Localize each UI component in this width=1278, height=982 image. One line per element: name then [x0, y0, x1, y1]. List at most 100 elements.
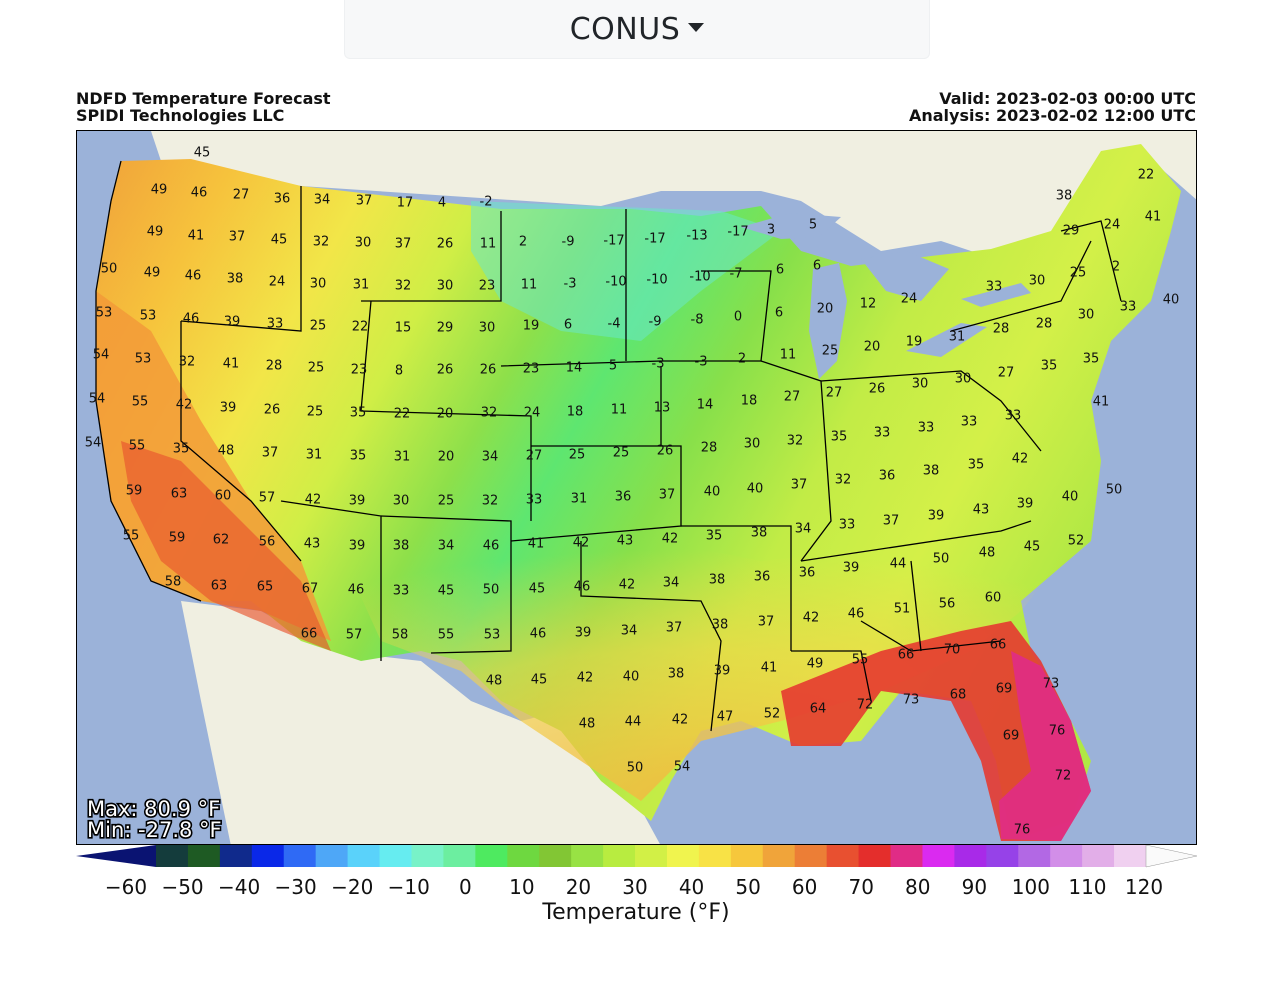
temperature-value-label: -3: [652, 357, 665, 372]
temperature-value-label: 73: [903, 693, 920, 708]
temperature-value-label: 59: [169, 531, 186, 546]
colorbar-cell: [890, 845, 923, 867]
temperature-value-label: 11: [611, 403, 628, 418]
temperature-value-label: 36: [754, 570, 771, 585]
temperature-value-label: 22: [1138, 168, 1155, 183]
temperature-value-label: 42: [176, 398, 193, 413]
colorbar-cell: [283, 845, 317, 867]
temperature-value-label: 59: [126, 484, 143, 499]
mexico-land: [181, 601, 660, 844]
colorbar-tick-label: −30: [274, 875, 317, 899]
temperature-value-label: 34: [438, 539, 455, 554]
temperature-value-label: 42: [573, 536, 590, 551]
temperature-value-label: 32: [481, 406, 498, 421]
temperature-value-label: 37: [758, 615, 775, 630]
temperature-value-label: 56: [939, 597, 956, 612]
temperature-value-label: 42: [305, 493, 322, 508]
temperature-value-label: 41: [223, 357, 240, 372]
temperature-value-label: 35: [706, 529, 723, 544]
temperature-value-label: -3: [564, 277, 577, 292]
temperature-value-label: 38: [227, 272, 244, 287]
temperature-value-label: 45: [529, 582, 546, 597]
temperature-value-label: 24: [901, 292, 918, 307]
temperature-value-label: 26: [264, 403, 281, 418]
temperature-value-label: 30: [393, 494, 410, 509]
state-borders: [95, 160, 1122, 732]
temperature-value-label: 49: [147, 225, 164, 240]
temperature-value-label: 42: [672, 713, 689, 728]
temperature-value-label: 18: [741, 394, 758, 409]
temperature-value-label: 54: [674, 760, 691, 775]
temperature-value-label: 33: [839, 518, 856, 533]
temperature-value-label: 44: [625, 715, 642, 730]
temperature-value-label: 45: [1024, 540, 1041, 555]
colorbar-cell: [1082, 845, 1115, 867]
temperature-value-label: 50: [933, 552, 950, 567]
temperature-value-label: 68: [950, 688, 967, 703]
temperature-value-label: 35: [968, 458, 985, 473]
temperature-value-label: 57: [259, 491, 276, 506]
temperature-value-label: 22: [394, 407, 411, 422]
temperature-value-label: 69: [1003, 729, 1020, 744]
temperature-value-label: 42: [619, 578, 636, 593]
temperature-value-label: 50: [483, 583, 500, 598]
temperature-value-label: -9: [562, 235, 575, 250]
colorbar-cell: [475, 845, 508, 867]
colorbar-cell: [347, 845, 381, 867]
temperature-value-label: 31: [571, 492, 588, 507]
temperature-value-label: 26: [437, 363, 454, 378]
temperature-value-label: 25: [310, 319, 327, 334]
colorbar-cell: [379, 845, 412, 867]
temperature-value-label: 49: [151, 183, 168, 198]
temperature-value-label: 26: [480, 363, 497, 378]
colorbar-extend-low: [76, 845, 156, 867]
temperature-value-label: 42: [803, 611, 820, 626]
colorbar-cell: [219, 845, 253, 867]
temperature-value-label: 3: [767, 223, 775, 238]
temperature-value-label: 28: [1036, 317, 1053, 332]
temperature-value-label: 33: [1005, 409, 1022, 424]
temperature-value-label: 30: [437, 279, 454, 294]
temperature-value-label: 32: [395, 279, 412, 294]
temperature-value-label: 39: [928, 509, 945, 524]
temperature-value-label: 35: [173, 442, 190, 457]
temperature-value-label: -10: [689, 270, 710, 285]
temperature-value-label: 39: [1017, 497, 1034, 512]
temperature-value-label: 20: [437, 407, 454, 422]
colorbar-tick-label: 100: [1011, 875, 1050, 899]
temperature-value-label: 32: [835, 473, 852, 488]
region-select-dropdown[interactable]: CONUS: [344, 0, 930, 59]
temperature-value-label: 33: [267, 317, 284, 332]
temperature-value-label: 30: [479, 321, 496, 336]
temperature-value-label: -2: [480, 195, 493, 210]
temperature-value-label: 72: [857, 698, 874, 713]
temperature-value-label: 30: [355, 236, 372, 251]
temperature-value-label: 20: [864, 340, 881, 355]
temperature-value-label: 40: [1062, 490, 1079, 505]
colorbar-cells: [76, 845, 1198, 868]
temperature-value-label: 41: [761, 661, 778, 676]
temperature-value-label: 43: [617, 534, 634, 549]
temperature-value-label: 55: [438, 628, 455, 643]
temperature-value-label: 34: [663, 576, 680, 591]
temperature-value-label: 32: [482, 494, 499, 509]
temperature-value-label: 37: [395, 237, 412, 252]
temperature-value-label: 31: [394, 450, 411, 465]
colorbar-cell: [826, 845, 860, 867]
temperature-value-label: 46: [191, 186, 208, 201]
temperature-value-label: 63: [171, 487, 188, 502]
temperature-value-label: 36: [615, 490, 632, 505]
temperature-value-label: 27: [826, 386, 843, 401]
temperature-value-label: 37: [229, 230, 246, 245]
temperature-value-label: 2: [1112, 260, 1120, 275]
temperature-value-label: 31: [353, 278, 370, 293]
temperature-value-label: 12: [860, 297, 877, 312]
colorbar-tick-label: −10: [387, 875, 430, 899]
temperature-value-label: 20: [438, 450, 455, 465]
temperature-value-label: 25: [613, 446, 630, 461]
colorbar-cell: [603, 845, 636, 867]
temperature-value-label: 46: [848, 607, 865, 622]
temperature-value-label: -10: [646, 273, 667, 288]
temperature-value-label: 33: [961, 415, 978, 430]
colorbar-cell: [187, 845, 221, 867]
